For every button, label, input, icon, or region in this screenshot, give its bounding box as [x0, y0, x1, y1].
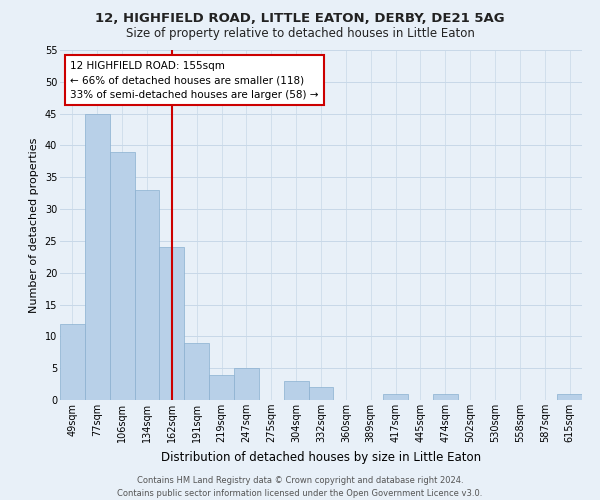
Bar	[433, 394, 458, 400]
Text: Contains HM Land Registry data © Crown copyright and database right 2024.
Contai: Contains HM Land Registry data © Crown c…	[118, 476, 482, 498]
Text: 12, HIGHFIELD ROAD, LITTLE EATON, DERBY, DE21 5AG: 12, HIGHFIELD ROAD, LITTLE EATON, DERBY,…	[95, 12, 505, 26]
Bar	[234, 368, 259, 400]
Text: 12 HIGHFIELD ROAD: 155sqm
← 66% of detached houses are smaller (118)
33% of semi: 12 HIGHFIELD ROAD: 155sqm ← 66% of detac…	[70, 60, 319, 100]
Bar	[134, 190, 160, 400]
Text: Size of property relative to detached houses in Little Eaton: Size of property relative to detached ho…	[125, 28, 475, 40]
Bar	[383, 394, 408, 400]
Bar	[209, 374, 234, 400]
X-axis label: Distribution of detached houses by size in Little Eaton: Distribution of detached houses by size …	[161, 450, 481, 464]
Bar	[557, 394, 582, 400]
Bar	[85, 114, 110, 400]
Bar	[284, 381, 308, 400]
Bar	[160, 248, 184, 400]
Y-axis label: Number of detached properties: Number of detached properties	[29, 138, 39, 312]
Bar	[110, 152, 134, 400]
Bar	[60, 324, 85, 400]
Bar	[308, 388, 334, 400]
Bar	[184, 342, 209, 400]
